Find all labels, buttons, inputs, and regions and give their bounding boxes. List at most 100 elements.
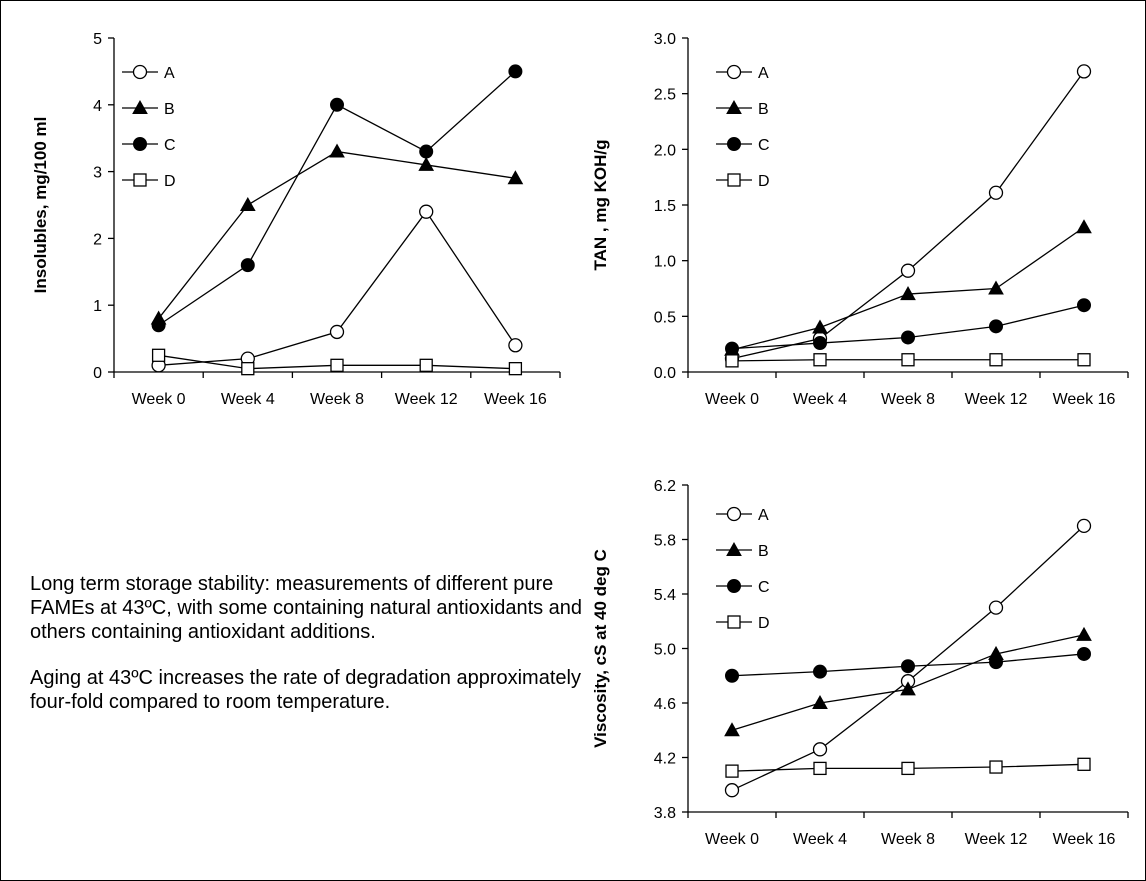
data-point-b (988, 280, 1004, 295)
y-tick-label: 2 (93, 231, 102, 248)
y-tick-label: 2.0 (654, 142, 676, 159)
legend-label-d: D (758, 173, 770, 190)
legend-label-c: C (758, 137, 770, 154)
y-tick-label: 3 (93, 165, 102, 182)
data-point-b (900, 681, 916, 696)
legend-label-d: D (758, 615, 770, 632)
data-point-c (330, 97, 344, 112)
data-point-c (240, 258, 255, 273)
data-point-d (813, 761, 827, 776)
data-point-d (419, 358, 433, 372)
legend-marker-a (726, 64, 742, 80)
data-point-a (1076, 64, 1092, 79)
x-tick-label: Week 12 (965, 391, 1028, 408)
legend-label-a: A (758, 507, 769, 524)
data-point-b (1076, 219, 1092, 234)
legend-marker-a (132, 64, 148, 80)
y-tick-label: 4 (93, 98, 102, 115)
data-point-d (151, 348, 166, 362)
data-point-c (901, 330, 915, 345)
data-point-b (1076, 626, 1092, 641)
data-point-d (989, 353, 1003, 367)
legend-marker-c (133, 137, 147, 151)
x-tick-label: Week 16 (484, 391, 547, 408)
data-point-c (1077, 646, 1091, 661)
data-point-d (901, 353, 915, 367)
data-point-b (239, 196, 256, 211)
data-point-b (812, 319, 828, 334)
x-tick-label: Week 0 (132, 391, 186, 408)
y-axis-label: Viscosity, cS at 40 deg C (591, 549, 610, 748)
legend-marker-b (132, 99, 148, 114)
series-line-a (731, 525, 1085, 791)
data-point-c (989, 319, 1003, 334)
data-point-b (724, 722, 740, 737)
y-tick-label: 1.5 (654, 198, 676, 215)
data-point-c (989, 655, 1003, 670)
y-tick-label: 3.0 (654, 31, 676, 48)
y-tick-label: 3.8 (654, 805, 676, 822)
data-point-d (813, 353, 827, 367)
chart-tan: 0.0 0.5 1.0 1.5 2.0 2.5 3.0 Week 0 Week 4 Week 8 W… (591, 31, 1129, 408)
legend-label-d: D (164, 173, 176, 190)
legend-marker-d (133, 173, 147, 187)
data-point-b (329, 143, 345, 158)
y-axis-label: Insolubles, mg/100 ml (31, 117, 50, 294)
data-point-d (901, 761, 915, 776)
x-tick-label: Week 12 (965, 831, 1028, 848)
legend-label-b: B (758, 101, 769, 118)
notes-text: Long term storage stability: measurement… (30, 572, 590, 736)
y-tick-label: 0.0 (654, 365, 676, 382)
data-point-c (725, 668, 739, 683)
notes-paragraph-1: Long term storage stability: measurement… (30, 573, 583, 643)
y-tick-label: 5.8 (654, 533, 676, 550)
y-tick-label: 5 (93, 31, 102, 48)
y-tick-label: 1.0 (654, 254, 676, 271)
y-tick-label: 0 (93, 365, 102, 382)
x-tick-label: Week 4 (221, 391, 275, 408)
data-point-b (812, 694, 828, 709)
data-point-a (724, 783, 740, 798)
legend-label-b: B (164, 101, 175, 118)
x-tick-label: Week 8 (881, 831, 935, 848)
legend-label-b: B (758, 543, 769, 560)
data-point-a (508, 338, 523, 353)
data-point-a (988, 600, 1004, 615)
data-point-d (508, 362, 523, 376)
data-point-d (725, 354, 739, 368)
legend-label-c: C (164, 137, 176, 154)
x-tick-label: Week 12 (395, 391, 458, 408)
data-point-d (989, 760, 1003, 774)
data-point-a (988, 185, 1004, 200)
x-tick-label: Week 4 (793, 391, 847, 408)
legend-marker-d (727, 173, 741, 187)
legend-marker-c (727, 137, 741, 151)
chart-viscosity: 3.8 4.2 4.6 5.0 5.4 5.8 6.2 Week 0 Week 4 Week 8 W… (591, 478, 1129, 848)
y-tick-label: 0.5 (654, 309, 676, 326)
data-point-d (241, 362, 255, 376)
y-tick-label: 1 (93, 298, 102, 315)
data-point-a (812, 742, 828, 757)
chart-insolubles: 0 1 2 3 4 5 Week 0 Week 4 Week 8 Week 12 Week 16 In… (31, 31, 561, 408)
data-point-d (725, 764, 739, 778)
data-point-c (813, 664, 827, 679)
data-point-c (813, 336, 827, 351)
x-tick-label: Week 16 (1053, 391, 1116, 408)
notes-paragraph-2: Aging at 43ºC increases the rate of degr… (30, 667, 581, 713)
data-point-c (508, 64, 523, 79)
x-tick-label: Week 0 (705, 391, 759, 408)
y-tick-label: 2.5 (654, 87, 676, 104)
y-tick-label: 5.4 (654, 587, 676, 604)
legend-marker-b (726, 541, 742, 556)
data-point-b (900, 286, 916, 301)
x-tick-label: Week 8 (881, 391, 935, 408)
data-point-d (330, 358, 344, 372)
data-point-c (1077, 298, 1091, 313)
data-point-c (419, 144, 434, 159)
data-point-c (901, 659, 915, 674)
legend-marker-b (726, 99, 742, 114)
data-point-d (1077, 353, 1091, 367)
data-point-a (900, 263, 916, 278)
legend-label-a: A (758, 65, 769, 82)
